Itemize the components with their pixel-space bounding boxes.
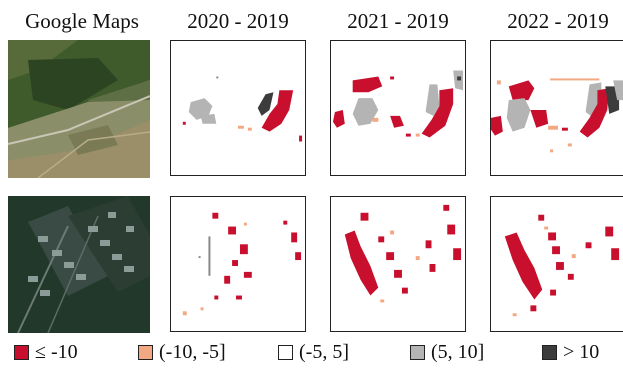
legend-item-gt-10: > 10 (542, 338, 599, 366)
column-title-2021-2019: 2021 - 2019 (347, 9, 449, 33)
legend-item-le-minus-10: ≤ -10 (14, 338, 78, 366)
satellite-image-suburban (8, 196, 150, 333)
legend-label: ≤ -10 (35, 341, 78, 363)
column-title-2020-2019: 2020 - 2019 (187, 9, 289, 33)
legend-item-minus-10-to-minus-5: (-10, -5] (138, 338, 226, 366)
legend: ≤ -10 (-10, -5] (-5, 5] (5, 10] > 10 (14, 338, 620, 366)
legend-swatch (410, 344, 425, 360)
legend-swatch (138, 344, 153, 360)
legend-swatch (278, 344, 293, 360)
column-title-google-maps: Google Maps (25, 9, 139, 33)
difference-map-2021-2019-suburban (330, 196, 466, 332)
legend-label: (-5, 5] (299, 341, 349, 363)
legend-swatch (14, 344, 29, 360)
column-title-2022-2019: 2022 - 2019 (507, 9, 609, 33)
difference-map-2020-2019-rural (170, 40, 306, 176)
legend-label: > 10 (563, 341, 600, 363)
legend-label: (-10, -5] (159, 341, 226, 363)
difference-map-2021-2019-rural (330, 40, 466, 176)
difference-map-2022-2019-rural (490, 40, 623, 176)
legend-item-minus-5-to-5: (-5, 5] (278, 338, 349, 366)
legend-swatch (542, 344, 557, 360)
difference-map-2022-2019-suburban (490, 196, 623, 332)
legend-label: (5, 10] (431, 341, 485, 363)
difference-map-2020-2019-suburban (170, 196, 306, 332)
legend-item-5-to-10: (5, 10] (410, 338, 484, 366)
satellite-image-rural (8, 40, 150, 178)
